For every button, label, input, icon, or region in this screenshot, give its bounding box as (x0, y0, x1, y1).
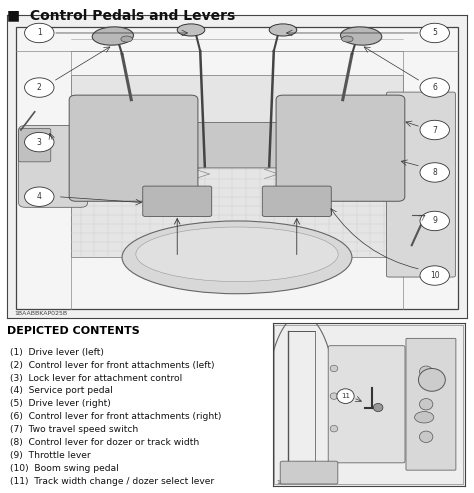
Text: 6: 6 (432, 83, 437, 92)
Circle shape (420, 78, 449, 97)
Text: (3)  Lock lever for attachment control: (3) Lock lever for attachment control (10, 374, 182, 383)
Ellipse shape (342, 36, 353, 42)
FancyBboxPatch shape (262, 186, 331, 216)
Circle shape (25, 133, 54, 152)
Circle shape (420, 211, 449, 231)
Ellipse shape (121, 36, 132, 42)
Circle shape (330, 365, 338, 372)
Text: (8)  Control lever for dozer or track width: (8) Control lever for dozer or track wid… (10, 438, 199, 447)
Text: (7)  Two travel speed switch: (7) Two travel speed switch (10, 425, 138, 434)
Text: (11)  Track width change / dozer select lever: (11) Track width change / dozer select l… (10, 477, 214, 486)
Text: (5)  Drive lever (right): (5) Drive lever (right) (10, 399, 110, 408)
FancyBboxPatch shape (143, 186, 212, 216)
Text: 1: 1 (37, 29, 42, 37)
FancyBboxPatch shape (16, 27, 458, 309)
Circle shape (419, 368, 445, 391)
Text: DEPICTED CONTENTS: DEPICTED CONTENTS (7, 325, 140, 336)
Circle shape (330, 425, 338, 432)
Text: 4: 4 (37, 192, 42, 201)
Ellipse shape (177, 24, 205, 36)
Text: 2: 2 (37, 83, 42, 92)
Circle shape (25, 23, 54, 43)
Circle shape (420, 163, 449, 182)
Circle shape (419, 366, 433, 378)
Circle shape (420, 266, 449, 285)
FancyBboxPatch shape (274, 324, 463, 484)
FancyBboxPatch shape (161, 122, 313, 168)
Ellipse shape (136, 227, 338, 282)
Text: (10)  Boom swing pedal: (10) Boom swing pedal (10, 464, 118, 473)
Ellipse shape (122, 221, 352, 294)
FancyBboxPatch shape (18, 125, 88, 208)
FancyBboxPatch shape (69, 95, 198, 201)
Circle shape (420, 120, 449, 140)
Text: 9: 9 (432, 216, 437, 225)
Circle shape (374, 403, 383, 412)
FancyBboxPatch shape (72, 75, 402, 257)
FancyBboxPatch shape (18, 129, 51, 162)
Text: (2)  Control lever for front attachments (left): (2) Control lever for front attachments … (10, 360, 214, 370)
Text: (1)  Drive lever (left): (1) Drive lever (left) (10, 348, 104, 356)
Text: ■  Control Pedals and Levers: ■ Control Pedals and Levers (7, 8, 236, 22)
Ellipse shape (340, 27, 382, 45)
Ellipse shape (269, 24, 297, 36)
Circle shape (25, 78, 54, 97)
FancyBboxPatch shape (386, 92, 456, 277)
Text: 8: 8 (432, 168, 437, 177)
Circle shape (330, 393, 338, 399)
FancyBboxPatch shape (280, 461, 338, 484)
Text: (6)  Control lever for front attachments (right): (6) Control lever for front attachments … (10, 412, 221, 422)
FancyBboxPatch shape (406, 338, 456, 470)
Ellipse shape (92, 27, 134, 45)
Text: 5: 5 (432, 29, 437, 37)
FancyBboxPatch shape (328, 346, 405, 463)
FancyBboxPatch shape (276, 95, 405, 201)
Ellipse shape (415, 412, 434, 423)
Text: 10: 10 (430, 271, 439, 280)
Text: 1BAABBKAP003A: 1BAABBKAP003A (276, 480, 329, 485)
Text: 7: 7 (432, 126, 437, 135)
Circle shape (419, 431, 433, 443)
Circle shape (25, 187, 54, 207)
Circle shape (420, 23, 449, 43)
Text: 11: 11 (341, 393, 350, 399)
Text: 3: 3 (37, 138, 42, 146)
Text: 1BAABBKAP025B: 1BAABBKAP025B (14, 312, 67, 317)
Text: (4)  Service port pedal: (4) Service port pedal (10, 387, 113, 395)
Circle shape (419, 398, 433, 410)
Circle shape (337, 389, 354, 403)
Text: (9)  Throttle lever: (9) Throttle lever (10, 451, 91, 460)
